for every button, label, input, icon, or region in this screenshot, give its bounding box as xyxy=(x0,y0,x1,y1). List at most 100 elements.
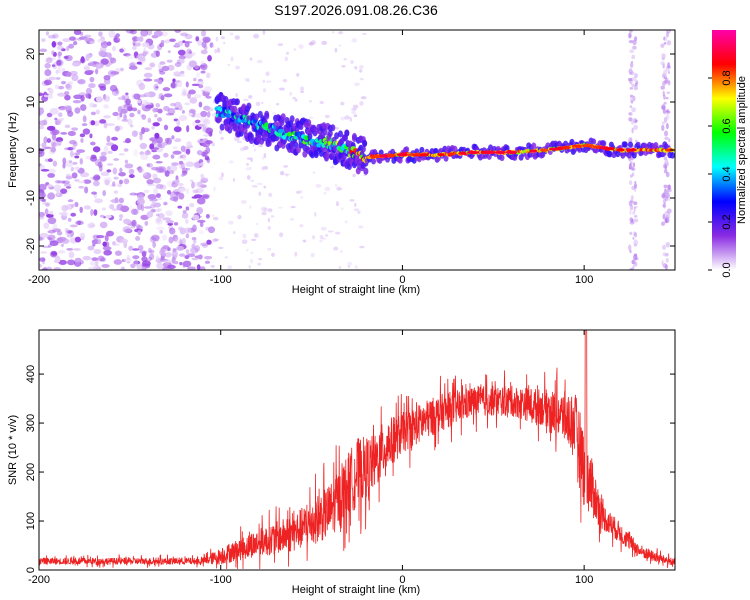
spectrogram-noise-blob xyxy=(60,131,68,135)
spectrogram-noise-blob xyxy=(144,150,152,156)
spectrogram-noise-blob xyxy=(168,165,178,172)
spectrogram-noise-blob xyxy=(71,127,79,131)
spectrogram-noise-blob xyxy=(49,210,54,215)
spectrogram-noise-blob xyxy=(62,157,67,165)
spectrogram-edge-blob xyxy=(629,86,634,90)
spectrogram-noise-blob xyxy=(106,123,115,126)
spectrogram-noise-blob xyxy=(174,179,179,185)
spectrogram-noise-blob xyxy=(67,259,76,266)
spectrogram-noise-blob xyxy=(120,205,130,213)
spectrogram-ridge-halo xyxy=(591,138,597,145)
spectrogram-noise-blob xyxy=(56,189,60,197)
spectrogram-noise-blob xyxy=(56,45,64,51)
spectrogram-noise-blob xyxy=(112,181,116,187)
spectrogram-faint-blob xyxy=(289,91,293,96)
spectrogram-ridge-halo xyxy=(569,138,575,146)
spectrogram-noise-blob xyxy=(194,245,201,252)
spectrogram-y-axis-title: Frequency (Hz) xyxy=(7,112,19,188)
spectrogram-noise-blob xyxy=(57,51,62,57)
spectrogram-noise-blob xyxy=(51,133,57,141)
spectrogram-noise-blob xyxy=(141,251,147,258)
spectrogram-edge-blob xyxy=(667,184,672,190)
spectrogram-noise-blob xyxy=(143,189,150,193)
spectrogram-edge-blob xyxy=(630,198,634,204)
spectrogram-ridge-halo xyxy=(620,152,626,159)
spectrogram-edge-blob xyxy=(661,80,667,86)
spectrogram-noise-blob xyxy=(170,82,176,89)
spectrogram-noise-blob xyxy=(164,39,171,44)
spectrogram-noise-blob xyxy=(48,88,54,95)
spectrogram-noise-blob xyxy=(184,102,191,106)
spectrogram-faint-blob xyxy=(230,56,234,62)
spectrogram-noise-blob xyxy=(159,248,166,256)
spectrogram-noise-blob xyxy=(187,253,196,258)
spectrogram-noise-blob xyxy=(177,49,186,56)
spectrogram-noise-blob xyxy=(47,158,53,163)
spectrogram-noise-blob xyxy=(205,226,212,231)
spectrogram-noise-blob xyxy=(88,266,97,270)
spectrogram-noise-blob xyxy=(47,184,53,188)
spectrogram-noise-blob xyxy=(60,243,65,247)
spectrogram-edge-blob xyxy=(665,241,670,248)
spectrogram-noise-blob xyxy=(56,180,66,184)
spectrogram-edge-blob xyxy=(663,184,668,189)
spectrogram-ridge-halo xyxy=(280,113,286,121)
spectrogram-edge-blob xyxy=(664,77,669,85)
spectrogram-noise-blob xyxy=(151,201,156,206)
spectrogram-noise-blob xyxy=(195,36,200,42)
spectrogram-noise-blob xyxy=(182,153,187,161)
spectrogram-faint-blob xyxy=(299,90,305,93)
spectrogram-noise-blob xyxy=(87,62,94,66)
spectrogram-noise-blob xyxy=(42,119,48,126)
spectrogram-noise-blob xyxy=(120,108,128,114)
spectrogram-ridge-halo xyxy=(351,133,357,141)
spectrogram-noise-blob xyxy=(119,218,123,221)
spectrogram-noise-blob xyxy=(64,94,71,101)
spectrogram-noise-blob xyxy=(144,220,149,226)
spectrogram-faint-blob xyxy=(284,56,288,62)
spectrogram-faint-blob xyxy=(359,245,365,249)
spectrogram-noise-blob xyxy=(155,160,163,164)
spectrogram-noise-blob xyxy=(178,192,185,200)
spectrogram-faint-blob xyxy=(351,38,358,43)
spectrogram-noise-blob xyxy=(73,248,81,251)
spectrogram-faint-blob xyxy=(295,190,300,194)
spectrogram-noise-blob xyxy=(200,60,205,66)
spectrogram-noise-blob xyxy=(54,255,61,263)
spectrogram-noise-blob xyxy=(114,250,122,256)
spectrogram-hotspot xyxy=(437,153,444,157)
spectrogram-faint-blob xyxy=(220,36,225,40)
spectrogram-faint-blob xyxy=(243,98,249,101)
spectrogram-noise-blob xyxy=(160,31,168,37)
spectrogram-noise-blob xyxy=(187,92,192,99)
spectrogram-edge-blob xyxy=(663,36,666,41)
spectrogram-edge-blob xyxy=(632,95,636,102)
spectrogram-faint-blob xyxy=(255,222,259,226)
spectrogram-noise-blob xyxy=(103,115,111,119)
spectrogram-noise-blob xyxy=(103,104,110,109)
spectrogram-noise-blob xyxy=(95,109,100,115)
spectrogram-noise-blob xyxy=(79,133,86,138)
spectrogram-noise-blob xyxy=(137,165,143,173)
spectrogram-noise-blob xyxy=(162,87,171,92)
spectrogram-noise-blob xyxy=(171,250,179,258)
spectrogram-noise-blob xyxy=(95,175,101,180)
spectrogram-noise-blob xyxy=(173,80,181,83)
spectrogram-hotspot xyxy=(626,148,637,152)
spectrogram-noise-blob xyxy=(62,38,71,43)
spectrogram-hotspot xyxy=(458,151,467,155)
spectrogram-noise-blob xyxy=(139,142,148,150)
spectrogram-noise-blob xyxy=(79,157,83,165)
spectrogram-noise-blob xyxy=(153,30,163,37)
spectrogram-noise-blob xyxy=(56,230,63,236)
spectrogram-edge-blob xyxy=(633,124,638,131)
spectrogram-noise-blob xyxy=(174,42,180,47)
spectrogram-edge-blob xyxy=(661,244,667,250)
spectrogram-noise-blob xyxy=(163,152,169,158)
spectrogram-noise-blob xyxy=(57,112,63,118)
spectrogram-noise-blob xyxy=(167,50,171,54)
spectrogram-ridge-halo xyxy=(443,155,449,162)
spectrogram-noise-blob xyxy=(83,38,90,41)
spectrogram-faint-blob xyxy=(359,77,364,81)
spectrogram-noise-blob xyxy=(146,163,154,168)
